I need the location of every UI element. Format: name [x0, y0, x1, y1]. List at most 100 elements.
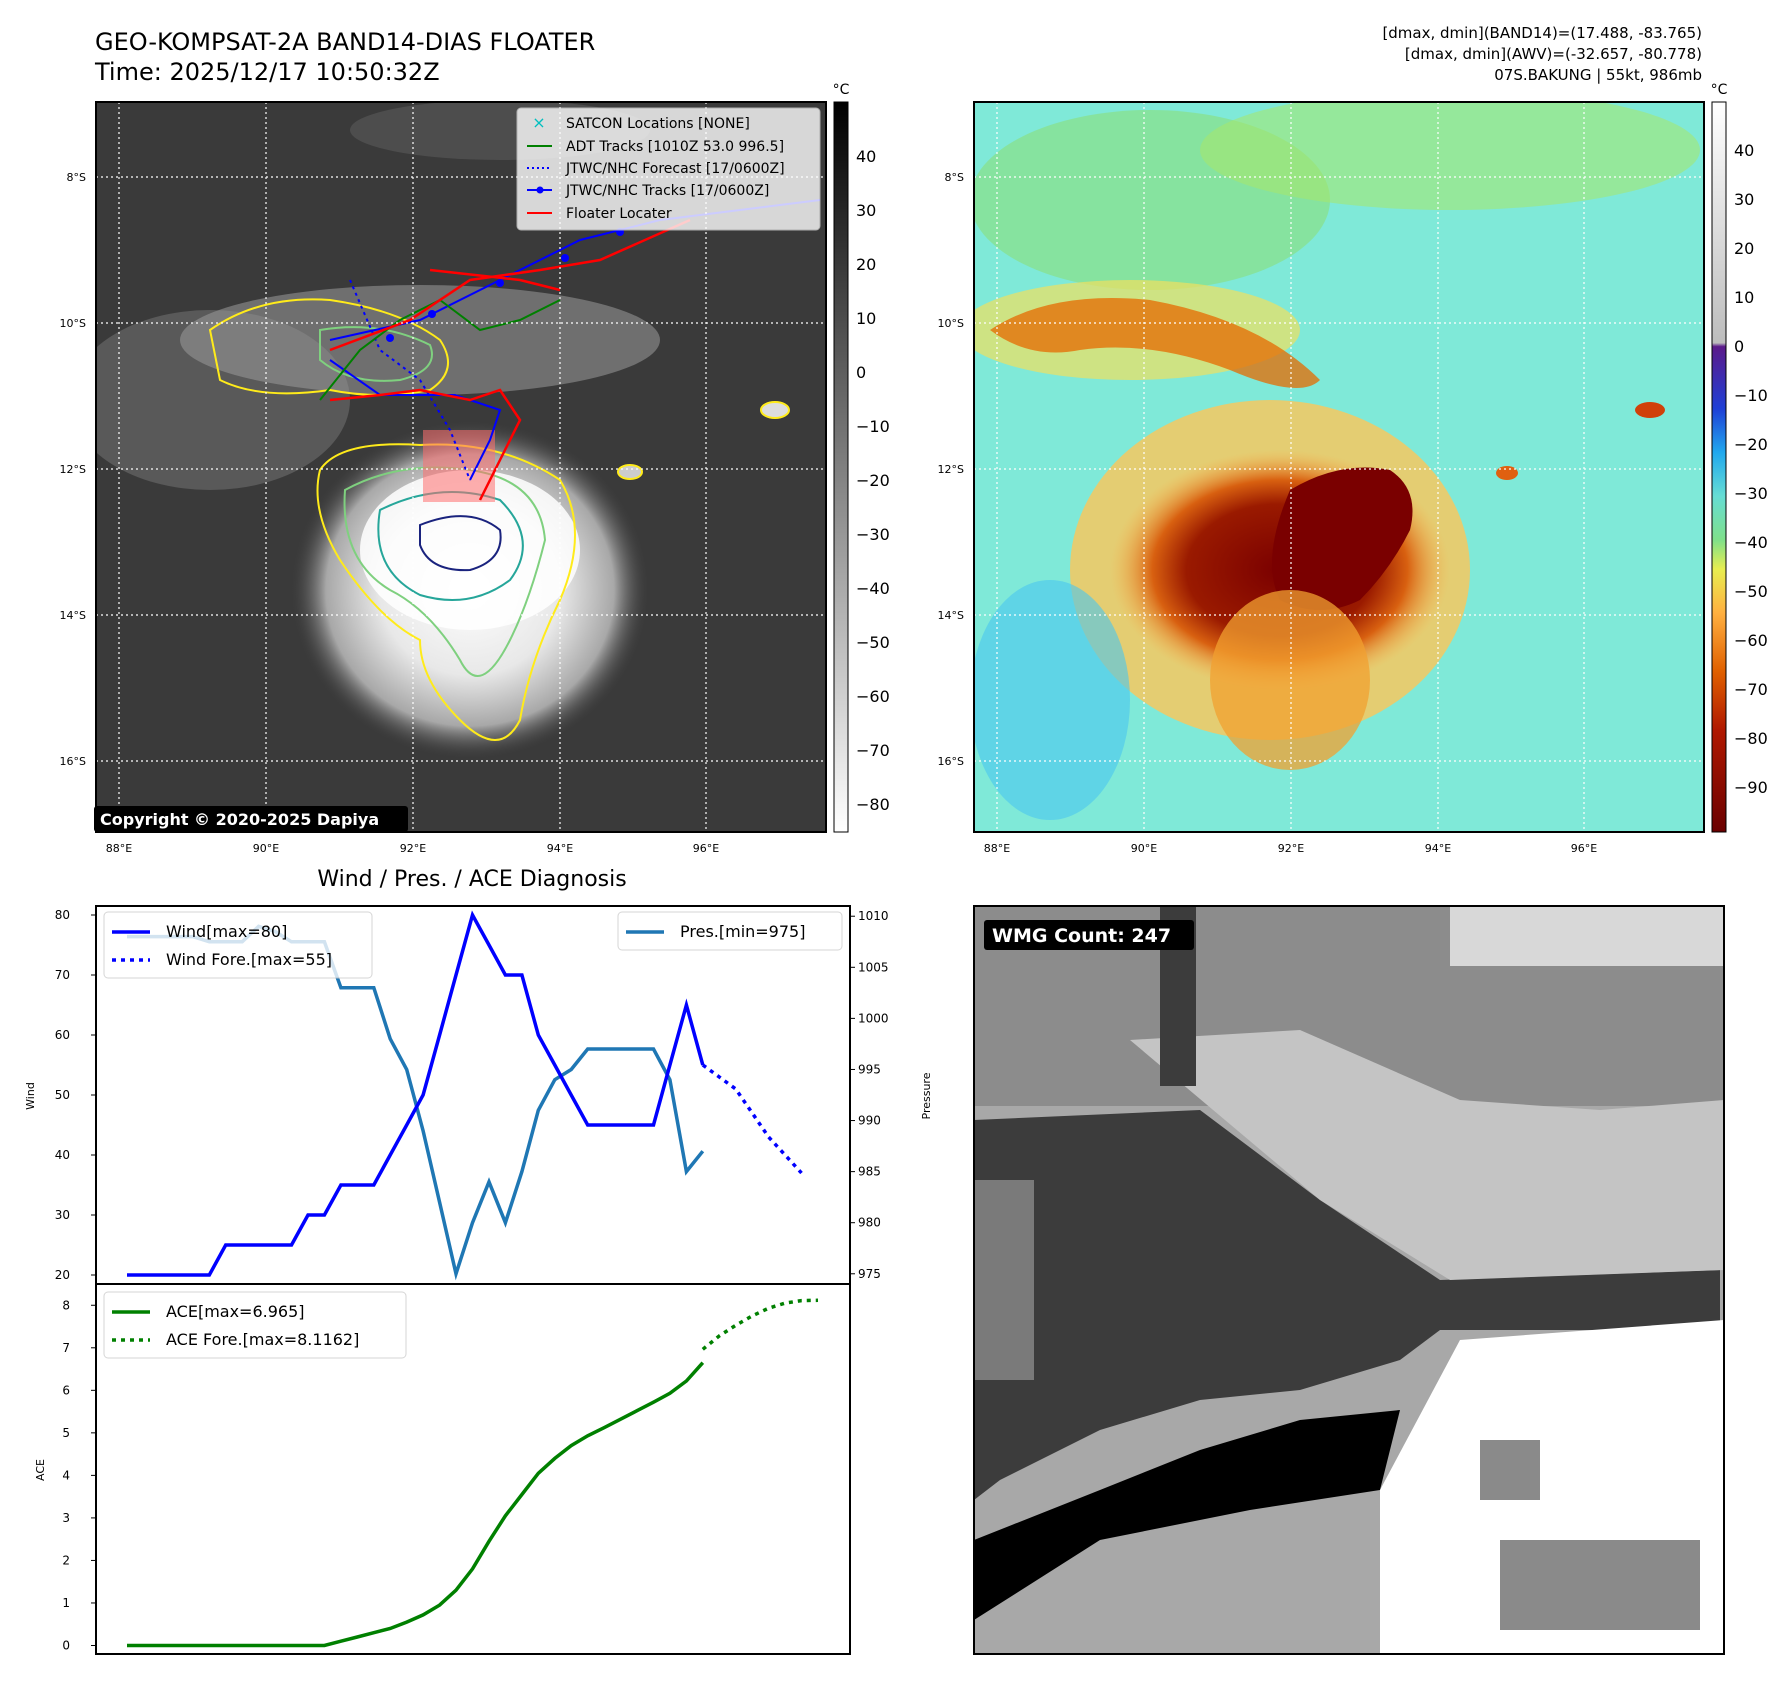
wind-forecast-series-line [701, 1063, 803, 1175]
gray-colorbar: °C [833, 82, 850, 833]
svg-text:10: 10 [1734, 288, 1754, 307]
color-colorbar-ticks: 40 30 20 10 0 −10 −20 −30 −40 −50 −60 −7… [1734, 141, 1768, 797]
svg-text:−30: −30 [1734, 484, 1768, 503]
svg-text:−50: −50 [1734, 582, 1768, 601]
svg-text:−30: −30 [856, 525, 890, 544]
aceYTicks-label-3: 3 [62, 1511, 70, 1525]
wind-y-ticks: 20 30 40 50 60 70 80 [55, 908, 96, 1282]
svg-text:40: 40 [856, 147, 876, 166]
info-line-1: [dmax, dmin](BAND14)=(17.488, -83.765) [1382, 24, 1702, 42]
ace-y-label: ACE [34, 1459, 47, 1481]
aceYTicks-label-6: 6 [62, 1383, 70, 1397]
svg-text:30: 30 [856, 201, 876, 220]
ir-lon-ticks: 88°E 90°E 92°E 94°E 96°E [106, 842, 719, 855]
svg-text:0: 0 [856, 363, 866, 382]
ace-y-ticks: 0 1 2 3 4 5 6 7 8 [62, 1298, 96, 1652]
svg-text:10°S: 10°S [60, 317, 86, 330]
windYTicks-label-3: 50 [55, 1088, 70, 1102]
color-colorbar: °C [1711, 82, 1728, 833]
ir-map-grid [96, 102, 826, 832]
svg-text:8°S: 8°S [945, 171, 964, 184]
windYTicks-label-2: 40 [55, 1148, 70, 1162]
svg-text:96°E: 96°E [693, 842, 719, 855]
title-line-2: Time: 2025/12/17 10:50:32Z [94, 58, 440, 86]
svg-text:16°S: 16°S [60, 755, 86, 768]
presYTicks-label-4: 995 [858, 1062, 881, 1076]
svg-text:88°E: 88°E [984, 842, 1010, 855]
color-ir-map-grid [974, 102, 1704, 832]
satcon-x-icon: × [532, 113, 545, 132]
svg-text:12°S: 12°S [938, 463, 964, 476]
ir-map-frame [95, 101, 827, 833]
copyright-badge: Copyright © 2020-2025 Dapiya [94, 806, 408, 832]
svg-text:−40: −40 [856, 579, 890, 598]
wind-y-label: Wind [24, 1082, 37, 1110]
svg-text:−20: −20 [1734, 435, 1768, 454]
aceYTicks-label-7: 7 [62, 1341, 70, 1355]
aceYTicks-label-4: 4 [62, 1468, 70, 1482]
svg-text:10°S: 10°S [938, 317, 964, 330]
color-ir-map-panel [974, 102, 1704, 832]
svg-text:−20: −20 [856, 471, 890, 490]
aceYTicks-label-5: 5 [62, 1426, 70, 1440]
svg-text:−90: −90 [1734, 778, 1768, 797]
svg-text:−60: −60 [856, 687, 890, 706]
svg-text:−60: −60 [1734, 631, 1768, 650]
svg-text:96°E: 96°E [1571, 842, 1597, 855]
svg-text:0: 0 [1734, 337, 1744, 356]
svg-text:−70: −70 [856, 741, 890, 760]
svg-text:90°E: 90°E [253, 842, 279, 855]
pressure-y-label: Pressure [920, 1072, 933, 1119]
windYTicks-label-5: 70 [55, 968, 70, 982]
aceYTicks-label-0: 0 [62, 1638, 70, 1652]
svg-text:20: 20 [1734, 239, 1754, 258]
aceYTicks-label-1: 1 [62, 1596, 70, 1610]
presYTicks-label-1: 980 [858, 1216, 881, 1230]
presYTicks-label-2: 985 [858, 1165, 881, 1179]
legend-ace-fore: ACE Fore.[max=8.1162] [166, 1330, 359, 1349]
svg-text:−80: −80 [1734, 729, 1768, 748]
svg-text:−50: −50 [856, 633, 890, 652]
legend-adt: ADT Tracks [1010Z 53.0 996.5] [566, 139, 784, 155]
title-line-1: GEO-KOMPSAT-2A BAND14-DIAS FLOATER [95, 28, 595, 56]
ace-legend: ACE[max=6.965] ACE Fore.[max=8.1162] [103, 1291, 407, 1359]
windYTicks-label-6: 80 [55, 908, 70, 922]
legend-forecast: JTWC/NHC Forecast [17/0600Z] [565, 161, 785, 177]
wmg-panel: WMG Count: 247 [973, 905, 1725, 1655]
presYTicks-label-3: 990 [858, 1114, 881, 1128]
svg-text:40: 40 [1734, 141, 1754, 160]
svg-text:94°E: 94°E [547, 842, 573, 855]
presYTicks-label-0: 975 [858, 1267, 881, 1281]
wind-pressure-chart: 20 30 40 50 60 70 80 975 980 985 990 995 1000 1005 10… [24, 905, 933, 1285]
svg-text:10: 10 [856, 309, 876, 328]
svg-text:Copyright © 2020-2025 Dapiya: Copyright © 2020-2025 Dapiya [100, 810, 379, 829]
presYTicks-label-5: 1000 [858, 1011, 889, 1025]
wind-legend: Wind[max=80] Wind Fore.[max=55] [103, 911, 373, 979]
windYTicks-label-0: 20 [55, 1268, 70, 1282]
svg-text:°C: °C [833, 82, 850, 98]
svg-text:92°E: 92°E [1278, 842, 1304, 855]
presYTicks-label-7: 1010 [858, 909, 889, 923]
windYTicks-label-4: 60 [55, 1028, 70, 1042]
aceYTicks-label-8: 8 [62, 1298, 70, 1312]
wind-series-line [127, 910, 705, 1277]
gray-colorbar-ticks: 40 30 20 10 0 −10 −20 −30 −40 −50 −60 −7… [856, 147, 890, 814]
ace-forecast-series-line [701, 1298, 819, 1351]
color-ir-map-frame [973, 101, 1705, 833]
svg-text:−10: −10 [1734, 386, 1768, 405]
windYTicks-label-1: 30 [55, 1208, 70, 1222]
svg-text:20: 20 [856, 255, 876, 274]
svg-text:−40: −40 [1734, 533, 1768, 552]
svg-text:−80: −80 [856, 795, 890, 814]
info-line-3: 07S.BAKUNG | 55kt, 986mb [1494, 66, 1702, 84]
ir-map-legend: × SATCON Locations [NONE] ADT Tracks [10… [516, 107, 821, 231]
legend-floater: Floater Locater [566, 206, 672, 222]
svg-text:8°S: 8°S [67, 171, 86, 184]
svg-text:90°E: 90°E [1131, 842, 1157, 855]
color-lat-ticks: 8°S 10°S 12°S 14°S 16°S [938, 171, 964, 768]
svg-text:°C: °C [1711, 82, 1728, 98]
ace-chart: 0 1 2 3 4 5 6 7 8 ACE ACE[max=6.965] ACE Fore.[m… [34, 1283, 851, 1655]
svg-text:16°S: 16°S [938, 755, 964, 768]
diagnosis-title: Wind / Pres. / ACE Diagnosis [317, 867, 626, 892]
